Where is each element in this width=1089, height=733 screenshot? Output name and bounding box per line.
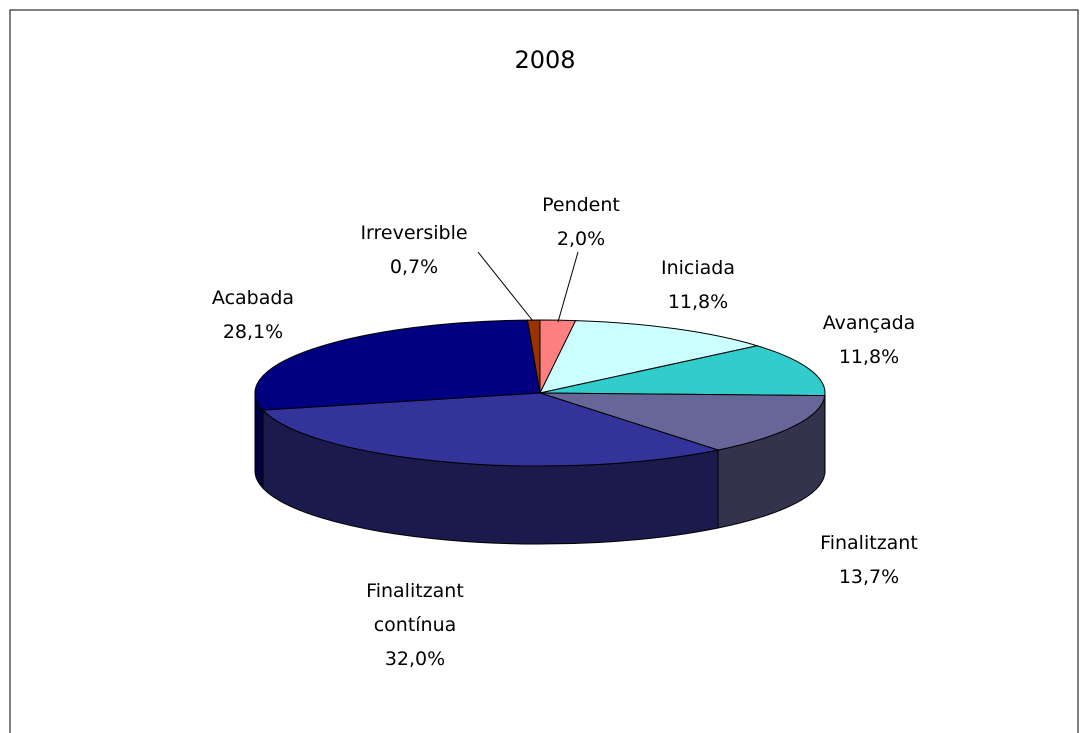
pie-slice xyxy=(254,319,541,411)
pie-slice xyxy=(539,320,760,394)
data-label: Acabada 28,1% xyxy=(153,281,353,349)
category-label: Avançada xyxy=(822,312,916,334)
pie-slice xyxy=(539,392,826,451)
data-label: Finalitzant contínua 32,0% xyxy=(330,574,500,676)
value-label: 0,7% xyxy=(389,256,439,278)
value-label: 13,7% xyxy=(838,566,900,588)
category-label: Finalitzant contínua xyxy=(366,580,464,636)
data-label: Avançada 11,8% xyxy=(769,306,969,374)
leader-line xyxy=(477,251,534,322)
data-label: Finalitzant 13,7% xyxy=(769,526,969,594)
data-label: Irreversible 0,7% xyxy=(314,216,514,284)
category-label: Acabada xyxy=(211,287,295,309)
pie-slice xyxy=(261,392,721,467)
value-label: 32,0% xyxy=(384,648,446,670)
value-label: 11,8% xyxy=(667,291,729,313)
pie-slice xyxy=(539,345,826,397)
leader-line xyxy=(557,251,579,323)
value-label: 11,8% xyxy=(838,346,900,368)
value-label: 28,1% xyxy=(222,321,284,343)
value-label: 2,0% xyxy=(556,228,606,250)
category-label: Iniciada xyxy=(661,257,735,279)
category-label: Pendent xyxy=(542,194,620,216)
pie-slice xyxy=(526,319,541,394)
category-label: Irreversible xyxy=(360,222,468,244)
chart-title: 2008 xyxy=(514,46,576,74)
frame xyxy=(9,9,1079,733)
category-label: Finalitzant xyxy=(820,532,918,554)
data-label: Iniciada 11,8% xyxy=(598,251,798,319)
data-label: Pendent 2,0% xyxy=(481,188,681,256)
